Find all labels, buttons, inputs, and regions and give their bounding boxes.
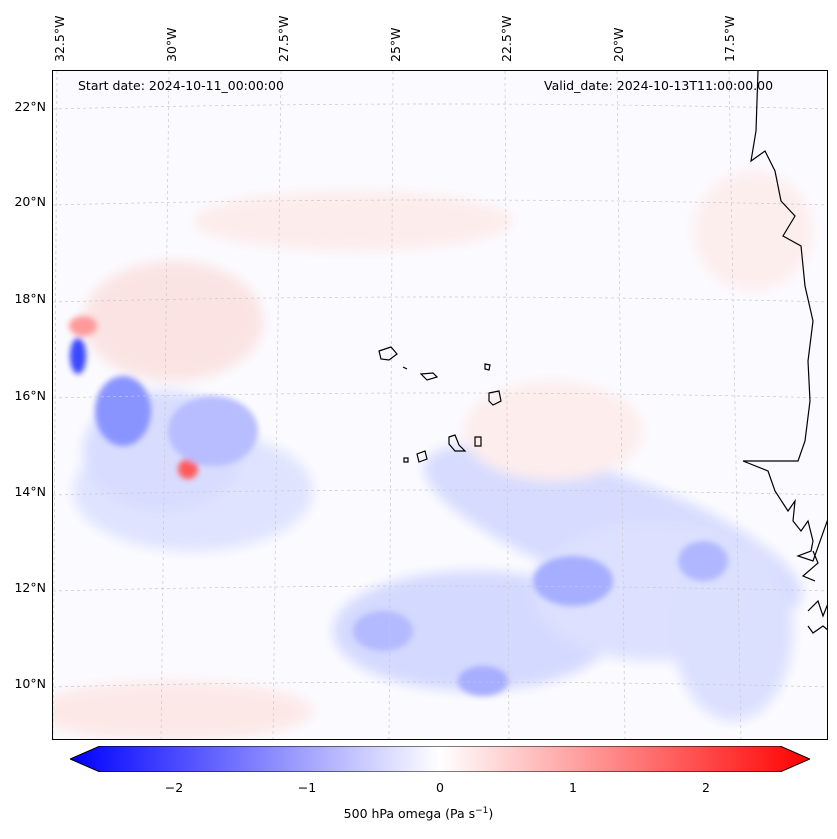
omega-cores: [69, 316, 728, 696]
lon-label-22-5w: 22.5°W: [499, 15, 514, 62]
start-date-label: Start date: 2024-10-11_00:00:00: [78, 78, 284, 93]
lat-label-22n: 22°N: [14, 99, 46, 114]
lat-label-20n: 20°N: [14, 194, 46, 209]
lon-label-25w: 25°W: [388, 27, 403, 62]
units-exponent: −1: [475, 806, 489, 816]
colorbar: [70, 746, 810, 772]
colorbar-tick-0: 0: [436, 780, 444, 795]
variable-name: 500 hPa omega: [343, 806, 442, 822]
coastline: [742, 71, 827, 634]
omega-map-panel: [52, 70, 828, 740]
lon-label-27-5w: 27.5°W: [276, 15, 291, 62]
graticule: [53, 71, 827, 739]
colorbar-gradient: [70, 746, 810, 772]
lon-label-30w: 30°W: [164, 27, 179, 62]
colorbar-tick-minus2: −2: [164, 780, 184, 795]
valid-date-label: Valid_date: 2024-10-13T11:00:00.00: [544, 78, 774, 93]
units: Pa s: [450, 806, 476, 822]
lon-label-20w: 20°W: [611, 27, 626, 62]
lat-label-14n: 14°N: [14, 484, 46, 499]
colorbar-tick-2: 2: [702, 780, 710, 795]
lat-label-10n: 10°N: [14, 676, 46, 691]
lon-label-17-5w: 17.5°W: [722, 15, 737, 62]
colorbar-tick-1: 1: [569, 780, 577, 795]
colorbar-label: 500 hPa omega (Pa s−1): [343, 806, 494, 822]
lat-label-16n: 16°N: [14, 388, 46, 403]
colorbar-tick-minus1: −1: [297, 780, 317, 795]
omega-field: [53, 71, 827, 739]
lon-label-32-5w: 32.5°W: [52, 15, 67, 62]
cape-verde-islands: [378, 346, 502, 463]
lat-label-18n: 18°N: [14, 291, 46, 306]
lat-label-12n: 12°N: [14, 580, 46, 595]
